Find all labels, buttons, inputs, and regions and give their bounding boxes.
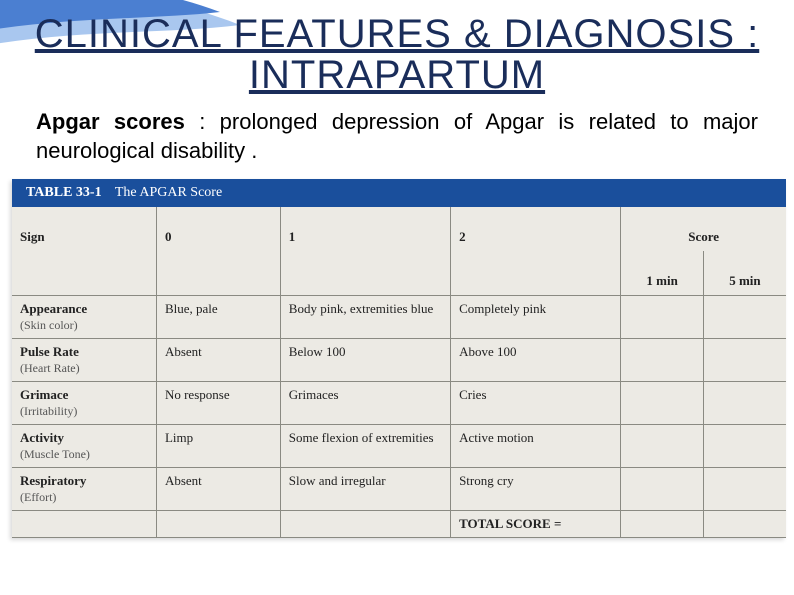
- total-1min: [621, 511, 704, 538]
- cell-1min: [621, 339, 704, 382]
- cell-0: Absent: [156, 339, 280, 382]
- sign-sub: (Muscle Tone): [20, 447, 90, 461]
- cell-1min: [621, 425, 704, 468]
- cell-2: Active motion: [451, 425, 621, 468]
- table-title: The APGAR Score: [115, 185, 222, 200]
- th-1min: 1 min: [621, 251, 704, 296]
- cell-1: Grimaces: [280, 382, 450, 425]
- table-number: TABLE 33-1: [26, 185, 102, 200]
- sign-main: Appearance: [20, 301, 148, 317]
- table-row: Grimace(Irritability) No response Grimac…: [12, 382, 786, 425]
- title-line-1: CLINICAL FEATURES & DIAGNOSIS :: [35, 12, 759, 57]
- cell-5min: [703, 382, 786, 425]
- cell-2: Completely pink: [451, 296, 621, 339]
- table-row: Activity(Muscle Tone) Limp Some flexion …: [12, 425, 786, 468]
- cell-2: Strong cry: [451, 468, 621, 511]
- cell-1: Body pink, extremities blue: [280, 296, 450, 339]
- cell-5min: [703, 296, 786, 339]
- cell-2: Cries: [451, 382, 621, 425]
- apgar-table: Sign 0 1 2 Score 1 min 5 min Appearance(…: [12, 207, 786, 538]
- cell-1min: [621, 296, 704, 339]
- th-2: 2: [451, 207, 621, 296]
- cell-1: Slow and irregular: [280, 468, 450, 511]
- table-row: Appearance(Skin color) Blue, pale Body p…: [12, 296, 786, 339]
- empty-cell: [280, 511, 450, 538]
- total-label: TOTAL SCORE =: [451, 511, 621, 538]
- cell-1min: [621, 382, 704, 425]
- cell-2: Above 100: [451, 339, 621, 382]
- empty-cell: [12, 511, 156, 538]
- table-total-row: TOTAL SCORE =: [12, 511, 786, 538]
- title-line-2: INTRAPARTUM: [249, 53, 545, 98]
- th-score: Score: [621, 207, 786, 251]
- sign-sub: (Effort): [20, 490, 56, 504]
- cell-0: No response: [156, 382, 280, 425]
- sign-sub: (Irritability): [20, 404, 77, 418]
- empty-cell: [156, 511, 280, 538]
- table-caption: TABLE 33-1 The APGAR Score: [12, 179, 786, 207]
- cell-1min: [621, 468, 704, 511]
- cell-5min: [703, 468, 786, 511]
- cell-0: Absent: [156, 468, 280, 511]
- total-5min: [703, 511, 786, 538]
- sign-main: Grimace: [20, 387, 148, 403]
- sign-sub: (Heart Rate): [20, 361, 80, 375]
- slide-title: CLINICAL FEATURES & DIAGNOSIS : INTRAPAR…: [0, 0, 794, 98]
- sign-main: Activity: [20, 430, 148, 446]
- table-row: Respiratory(Effort) Absent Slow and irre…: [12, 468, 786, 511]
- cell-5min: [703, 425, 786, 468]
- th-0: 0: [156, 207, 280, 296]
- apgar-tbody: Appearance(Skin color) Blue, pale Body p…: [12, 296, 786, 538]
- table-row: Pulse Rate(Heart Rate) Absent Below 100 …: [12, 339, 786, 382]
- sign-main: Pulse Rate: [20, 344, 148, 360]
- th-1: 1: [280, 207, 450, 296]
- cell-0: Limp: [156, 425, 280, 468]
- cell-5min: [703, 339, 786, 382]
- apgar-table-container: TABLE 33-1 The APGAR Score Sign 0 1 2 Sc…: [12, 179, 786, 538]
- cell-1: Below 100: [280, 339, 450, 382]
- th-5min: 5 min: [703, 251, 786, 296]
- cell-0: Blue, pale: [156, 296, 280, 339]
- sign-main: Respiratory: [20, 473, 148, 489]
- th-sign: Sign: [12, 207, 156, 296]
- intro-text: Apgar scores : prolonged depression of A…: [0, 98, 794, 173]
- sign-sub: (Skin color): [20, 318, 78, 332]
- cell-1: Some flexion of extremities: [280, 425, 450, 468]
- intro-lead: Apgar scores: [36, 109, 185, 134]
